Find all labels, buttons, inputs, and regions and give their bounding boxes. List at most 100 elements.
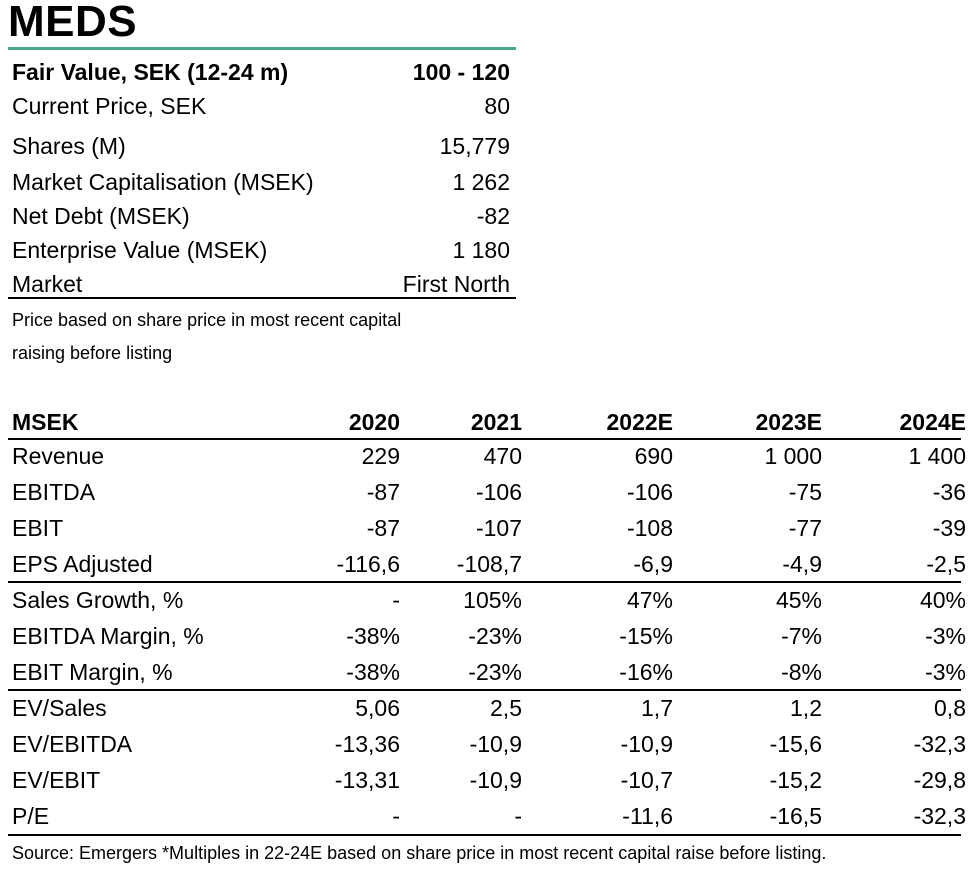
table-row: EV/EBIT -13,31 -10,9 -10,7 -15,2 -29,8 <box>12 762 966 798</box>
row-label: EPS Adjusted <box>12 551 153 577</box>
summary-value: First North <box>402 271 510 297</box>
table-cell: 2,5 <box>490 695 522 721</box>
source-note: Source: Emergers *Multiples in 22-24E ba… <box>12 843 827 863</box>
summary-value: 15,779 <box>439 133 510 159</box>
summary-label: Current Price, SEK <box>12 93 207 119</box>
table-cell: -2,5 <box>926 551 966 577</box>
table-cell: -32,3 <box>913 731 966 757</box>
table-cell: -15% <box>619 623 673 649</box>
summary-row: Market Capitalisation (MSEK) 1 262 <box>12 168 510 196</box>
header-cell: 2023E <box>755 409 822 435</box>
summary-label: Enterprise Value (MSEK) <box>12 237 268 263</box>
summary-label: Shares (M) <box>12 133 126 159</box>
table-row: EBITDA -87 -106 -106 -75 -36 <box>12 474 966 510</box>
table-cell: 470 <box>483 443 522 469</box>
table-cell: -107 <box>475 515 522 541</box>
header-cell: MSEK <box>12 409 79 435</box>
table-cell: -10,9 <box>469 731 522 757</box>
summary-value: -82 <box>476 203 510 229</box>
header-cell: 2020 <box>348 409 400 435</box>
table-row: Sales Growth, % - 105% 47% 45% 40% <box>12 582 966 618</box>
summary-value: 1 180 <box>452 237 510 263</box>
table-cell: -106 <box>626 479 673 505</box>
summary-row: Enterprise Value (MSEK) 1 180 <box>12 236 510 264</box>
row-label: EBIT Margin, % <box>12 659 173 685</box>
row-label: EV/Sales <box>12 695 107 721</box>
table-cell: 0,8 <box>934 695 966 721</box>
table-cell: -3% <box>925 659 966 685</box>
summary-label: Market <box>12 271 83 297</box>
table-cell: 47% <box>626 587 673 613</box>
table-cell: -16,5 <box>769 803 822 829</box>
table-cell: -15,6 <box>769 731 822 757</box>
header-cell: 2021 <box>470 409 522 435</box>
table-cell: 105% <box>463 587 522 613</box>
table-row: EPS Adjusted -116,6 -108,7 -6,9 -4,9 -2,… <box>12 546 966 582</box>
table-cell: -108 <box>626 515 673 541</box>
table-row: EBITDA Margin, % -38% -23% -15% -7% -3% <box>12 618 966 654</box>
table-cell: -6,9 <box>633 551 673 577</box>
table-cell: -7% <box>781 623 822 649</box>
summary-row: Net Debt (MSEK) -82 <box>12 202 510 230</box>
table-cell: 1,2 <box>790 695 822 721</box>
table-cell: 40% <box>919 587 966 613</box>
table-cell: -32,3 <box>913 803 966 829</box>
table-row: EBIT Margin, % -38% -23% -16% -8% -3% <box>12 654 966 690</box>
summary-label: Net Debt (MSEK) <box>12 203 190 229</box>
page-title: MEDS <box>8 0 138 46</box>
table-cell: -106 <box>475 479 522 505</box>
table-cell: -15,2 <box>769 767 822 793</box>
table-cell: - <box>392 803 400 829</box>
table-cell: -4,9 <box>782 551 822 577</box>
table-cell: 45% <box>775 587 822 613</box>
table-cell: -36 <box>932 479 966 505</box>
summary-value: 80 <box>484 93 510 119</box>
table-cell: -38% <box>346 659 400 685</box>
summary-value: 1 262 <box>452 169 510 195</box>
table-cell: -13,36 <box>334 731 400 757</box>
table-cell: -87 <box>366 515 400 541</box>
summary-row: Current Price, SEK 80 <box>12 92 510 120</box>
row-label: Sales Growth, % <box>12 587 184 613</box>
row-label: Revenue <box>12 443 105 469</box>
table-cell: -108,7 <box>456 551 522 577</box>
table-cell: 229 <box>361 443 400 469</box>
table-cell: -116,6 <box>336 551 400 577</box>
section-rule <box>8 689 961 691</box>
table-cell: -38% <box>346 623 400 649</box>
table-cell: -77 <box>788 515 822 541</box>
table-cell: -29,8 <box>913 767 966 793</box>
section-rule <box>8 581 961 583</box>
fair-value-value: 100 - 120 <box>412 59 510 85</box>
table-cell: -8% <box>781 659 822 685</box>
title-underline <box>8 47 516 50</box>
table-cell: 5,06 <box>355 695 400 721</box>
row-label: EBITDA Margin, % <box>12 623 204 649</box>
table-row: EBIT -87 -107 -108 -77 -39 <box>12 510 966 546</box>
table-cell: -10,9 <box>469 767 522 793</box>
summary-note: raising before listing <box>12 343 173 363</box>
table-cell: - <box>392 587 400 613</box>
table-cell: 1,7 <box>641 695 673 721</box>
header-cell: 2022E <box>606 409 673 435</box>
table-cell: -10,9 <box>620 731 673 757</box>
table-cell: -16% <box>619 659 673 685</box>
row-label: P/E <box>12 803 50 829</box>
row-label: EV/EBITDA <box>12 731 133 757</box>
row-label: EBIT <box>12 515 64 541</box>
summary-row: Shares (M) 15,779 <box>12 132 510 160</box>
table-cell: -39 <box>932 515 966 541</box>
table-row: EV/EBITDA -13,36 -10,9 -10,9 -15,6 -32,3 <box>12 726 966 762</box>
table-bottom-rule <box>8 834 961 836</box>
table-cell: - <box>514 803 522 829</box>
fair-value-row: Fair Value, SEK (12-24 m) 100 - 120 <box>12 58 510 86</box>
table-cell: -87 <box>366 479 400 505</box>
header-rule <box>8 438 961 440</box>
summary-label: Market Capitalisation (MSEK) <box>12 169 314 195</box>
table-cell: -11,6 <box>622 803 673 829</box>
summary-bottom-rule <box>8 297 516 299</box>
row-label: EBITDA <box>12 479 96 505</box>
table-cell: -10,7 <box>620 767 673 793</box>
table-cell: 1 000 <box>764 443 822 469</box>
header-cell: 2024E <box>899 409 966 435</box>
